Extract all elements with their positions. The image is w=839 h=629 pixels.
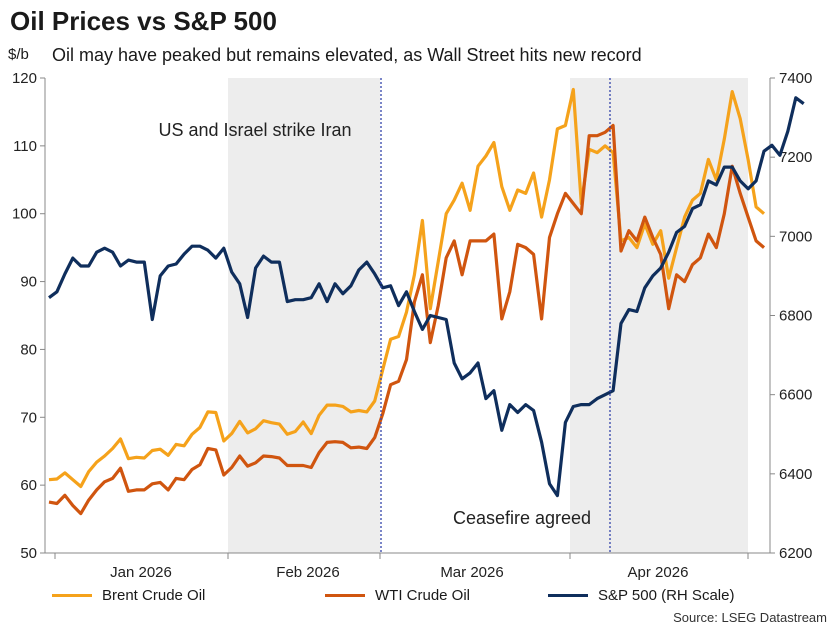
- chart-title: Oil Prices vs S&P 500: [10, 6, 277, 36]
- y-tick-label-right: 6200: [779, 545, 812, 562]
- y-tick-label-left: 90: [20, 274, 37, 291]
- series-line-brent: [48, 87, 766, 489]
- source-note: Source: LSEG Datastream: [673, 610, 827, 625]
- x-tick-label: Apr 2026: [628, 564, 689, 581]
- legend: Brent Crude Oil WTI Crude Oil S&P 500 (R…: [0, 587, 839, 607]
- legend-label-wti: WTI Crude Oil: [375, 587, 471, 604]
- legend-item-sp500: S&P 500 (RH Scale): [548, 587, 734, 604]
- event-lines: [380, 78, 611, 553]
- axes: 50 60 70 80 90 100 110 120 6200 6400 6600 6800 7000 7…: [12, 70, 812, 581]
- y-tick-label-right: 6800: [779, 308, 812, 325]
- y-axis-unit-left: $/b: [8, 46, 29, 63]
- shaded-period-2: [570, 78, 748, 553]
- y-tick-label-left: 120: [12, 70, 37, 87]
- shaded-period-1: [228, 78, 380, 553]
- legend-swatch-wti: [325, 594, 365, 597]
- legend-item-brent: Brent Crude Oil: [52, 587, 205, 604]
- y-tick-label-left: 70: [20, 409, 37, 426]
- legend-swatch-brent: [52, 594, 92, 597]
- chart-subtitle: Oil may have peaked but remains elevated…: [52, 45, 642, 65]
- x-tick-label: Jan 2026: [110, 564, 172, 581]
- y-tick-label-left: 110: [13, 138, 37, 155]
- series-lines: [48, 87, 805, 516]
- y-tick-label-right: 7400: [779, 70, 812, 87]
- x-tick-label: Feb 2026: [276, 564, 339, 581]
- legend-label-brent: Brent Crude Oil: [102, 587, 206, 604]
- y-tick-label-right: 7200: [779, 149, 812, 166]
- y-tick-label-left: 60: [20, 477, 37, 494]
- series-line-sp500: [48, 96, 805, 498]
- annotation-strike: US and Israel strike Iran: [158, 120, 351, 140]
- series-line-wti: [48, 123, 766, 516]
- y-tick-label-right: 6600: [779, 387, 812, 404]
- y-tick-label-left: 50: [20, 545, 37, 562]
- legend-swatch-sp500: [548, 594, 588, 597]
- y-tick-label-left: 80: [20, 341, 37, 358]
- annotation-ceasefire: Ceasefire agreed: [453, 508, 591, 528]
- x-tick-label: Mar 2026: [440, 564, 503, 581]
- y-tick-label-left: 100: [12, 206, 37, 223]
- legend-item-wti: WTI Crude Oil: [325, 587, 470, 604]
- annotations: US and Israel strike Iran Ceasefire agree…: [158, 120, 591, 528]
- shaded-periods: [228, 78, 748, 553]
- y-tick-label-right: 6400: [779, 466, 812, 483]
- y-tick-label-right: 7000: [779, 228, 812, 245]
- legend-label-sp500: S&P 500 (RH Scale): [598, 587, 735, 604]
